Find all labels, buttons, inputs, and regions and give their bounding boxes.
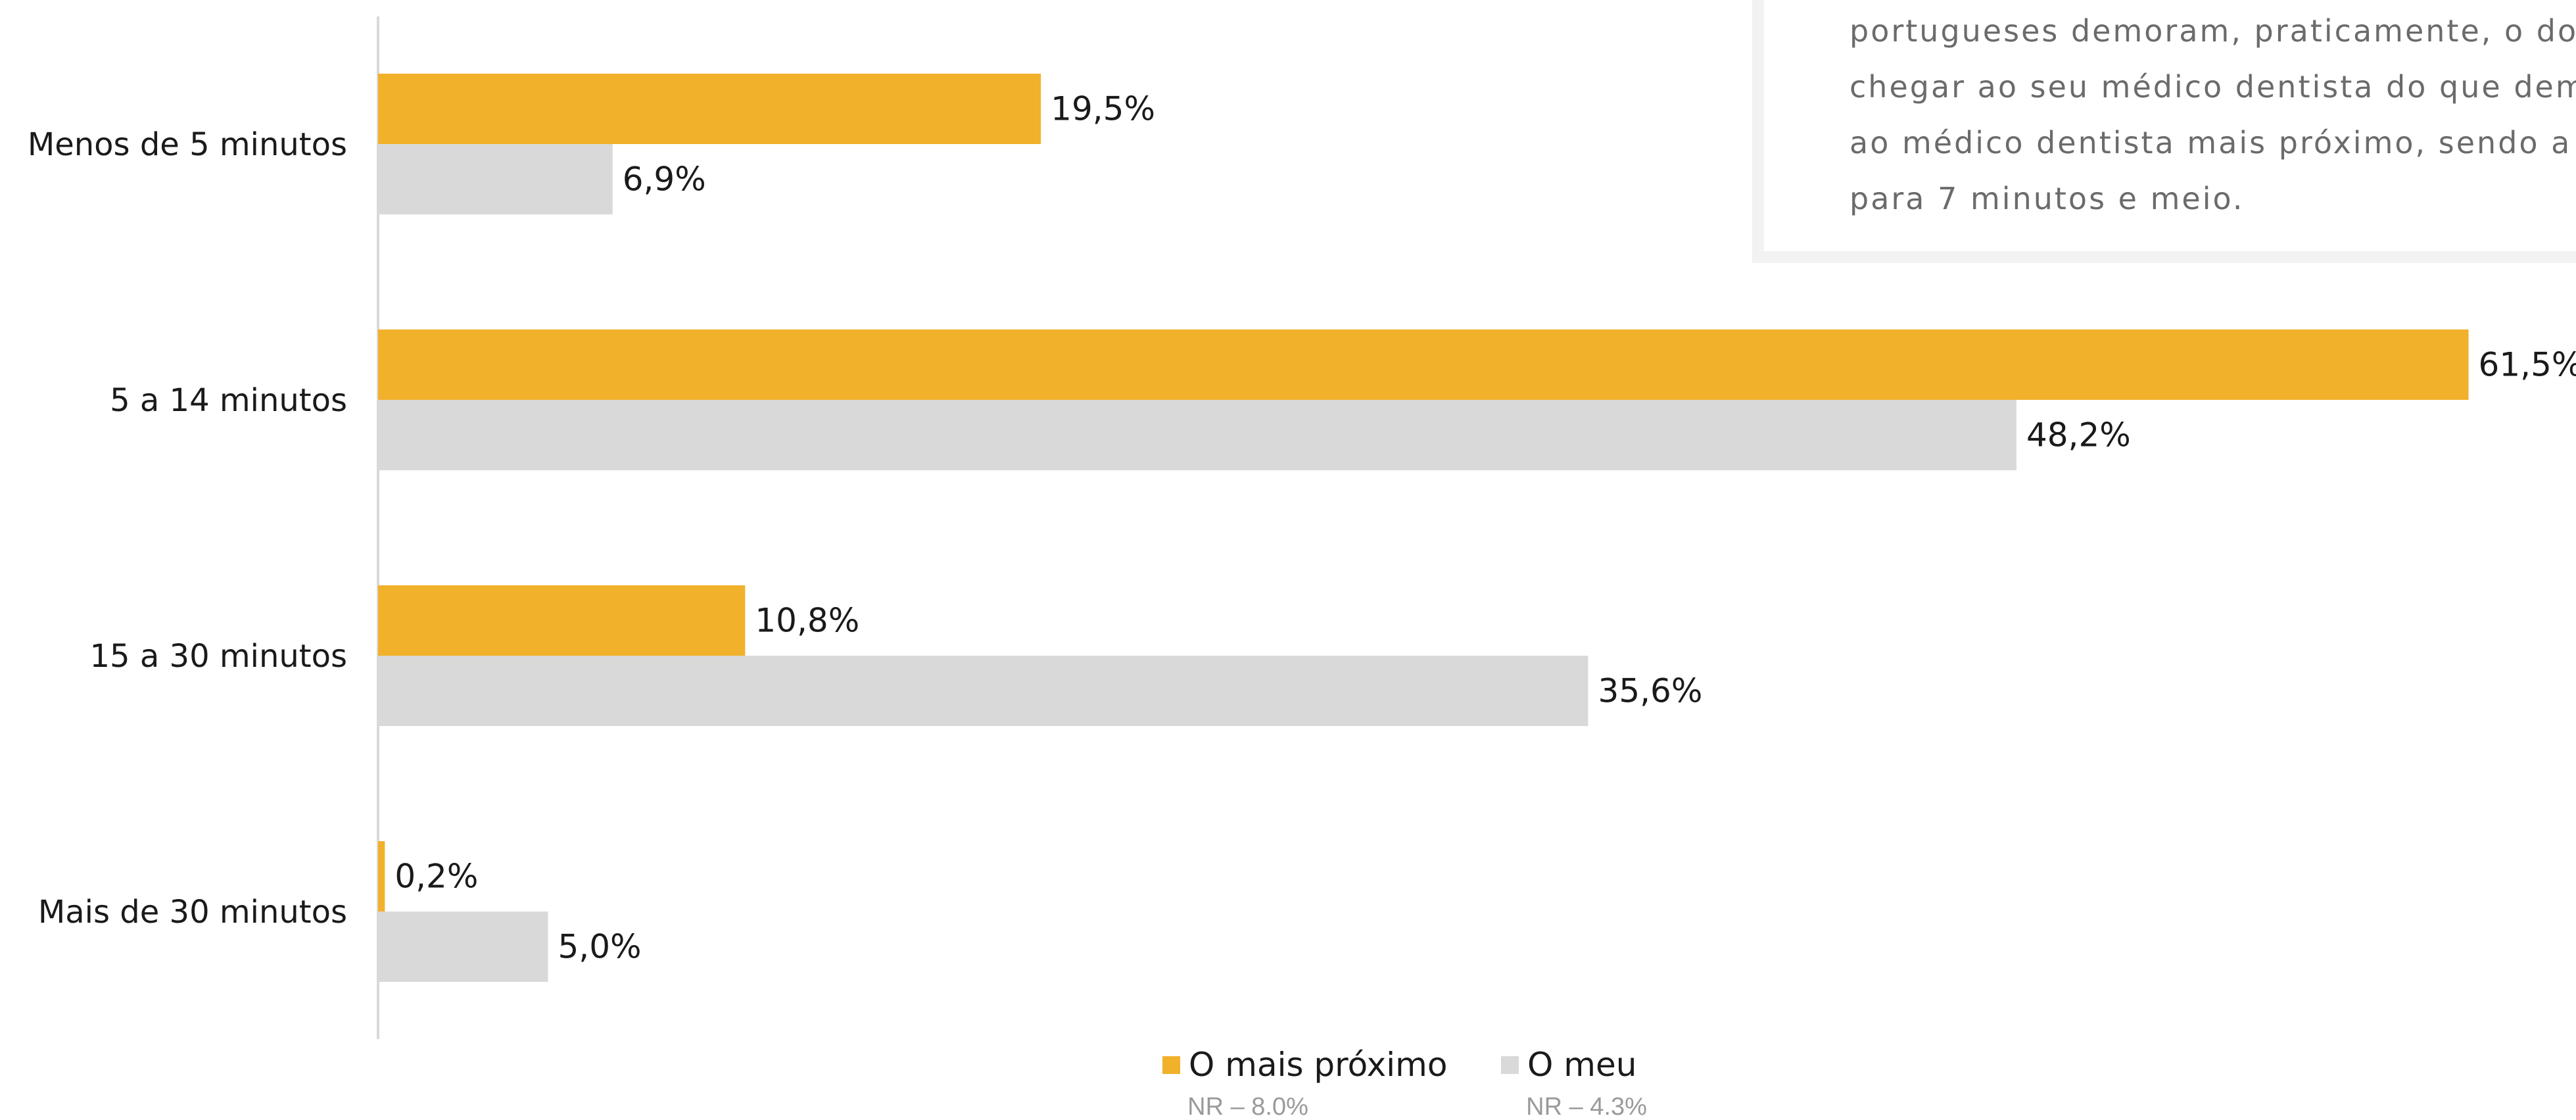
legend-swatch — [1501, 1056, 1519, 1074]
data-label: 0,2% — [394, 858, 478, 896]
data-label: 35,6% — [1598, 672, 1703, 710]
legend-label: O mais próximo — [1189, 1046, 1447, 1084]
legend-swatch — [1162, 1056, 1180, 1074]
callout-line: ao médico dentista mais próximo, sendo a — [1849, 125, 2572, 160]
bar — [378, 74, 1041, 144]
category-label: 15 a 30 minutos — [90, 638, 347, 675]
callout-line: portugueses demoram, praticamente, o dob — [1849, 13, 2576, 49]
data-label: 48,2% — [2026, 416, 2131, 454]
callout-box: portugueses demoram, praticamente, o dob… — [1752, 0, 2576, 263]
bar — [378, 329, 2469, 400]
category-label: Mais de 30 minutos — [38, 894, 347, 931]
bar — [378, 400, 2016, 470]
bar — [378, 585, 746, 656]
legend-note: NR – 4.3% — [1526, 1093, 1647, 1120]
bar — [378, 656, 1588, 726]
category-label: 5 a 14 minutos — [110, 382, 347, 419]
data-label: 61,5% — [2479, 346, 2576, 384]
category-label: Menos de 5 minutos — [28, 126, 347, 163]
bar — [378, 144, 613, 214]
data-label: 5,0% — [558, 928, 642, 966]
legend-label: O meu — [1527, 1046, 1636, 1084]
legend-note: NR – 8.0% — [1187, 1093, 1308, 1120]
legend: O mais próximo NR – 8.0% O meu NR – 4.3% — [1162, 1046, 1647, 1120]
callout-line: chegar ao seu médico dentista do que dem… — [1849, 69, 2576, 105]
bar — [378, 912, 548, 982]
bar — [378, 841, 385, 912]
data-label: 6,9% — [623, 160, 706, 199]
data-label: 10,8% — [755, 602, 859, 640]
data-label: 19,5% — [1051, 90, 1155, 128]
callout-line: para 7 minutos e meio. — [1849, 181, 2245, 216]
bars-group: Menos de 5 minutos 19,5% 6,9% 5 a 14 minuto… — [28, 74, 2576, 982]
